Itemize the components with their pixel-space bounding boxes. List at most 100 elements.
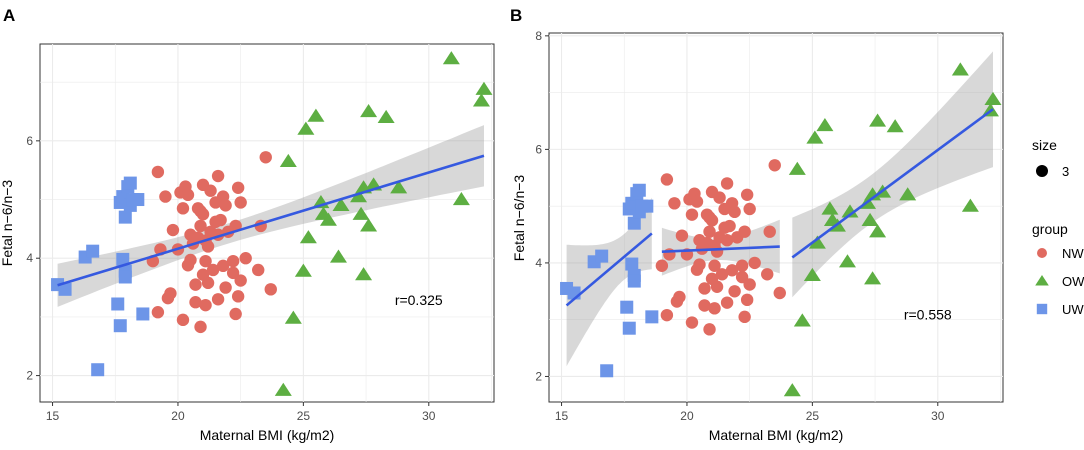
point-ow	[299, 230, 317, 244]
point-ow	[951, 62, 969, 76]
ci-band-ow	[792, 51, 993, 298]
point-ow	[442, 51, 460, 65]
fit-line-all	[57, 154, 485, 287]
point-ow	[377, 109, 395, 123]
point-nw	[201, 240, 215, 253]
point-ow	[961, 198, 979, 212]
point-ow	[352, 206, 370, 220]
point-ow	[472, 93, 490, 107]
point-nw	[685, 208, 699, 221]
point-nw	[703, 225, 716, 238]
legend-size-key	[1036, 165, 1048, 177]
point-nw	[675, 229, 689, 242]
point-ow	[279, 153, 297, 168]
point-uw	[627, 274, 641, 288]
point-uw	[620, 300, 634, 314]
point-uw	[632, 183, 646, 197]
point-nw	[720, 234, 734, 247]
point-nw	[735, 259, 749, 272]
legend-group-title: group	[1032, 221, 1068, 237]
legend-size-title: size	[1032, 137, 1057, 153]
point-nw	[761, 268, 774, 281]
point-nw	[206, 263, 220, 277]
point-nw	[231, 290, 245, 303]
point-nw	[738, 225, 751, 238]
point-ow	[869, 224, 887, 238]
point-nw	[196, 178, 210, 192]
point-nw	[219, 199, 232, 212]
point-nw	[698, 282, 711, 295]
point-nw	[252, 263, 265, 277]
point-ow	[864, 271, 882, 285]
point-ow	[274, 382, 292, 396]
points-b	[560, 62, 1002, 397]
point-nw	[748, 256, 761, 270]
point-uw	[622, 321, 636, 335]
y-tick-label: 6	[26, 134, 33, 148]
point-ow	[294, 263, 312, 277]
panel-b: B r=0.558 15 20 25 30 2 4 6 8 Maternal BMI (kg…	[510, 6, 1004, 443]
legend-label-uw: UW	[1062, 302, 1084, 317]
y-axis-label-b: Fetal n−6/n−3	[511, 175, 527, 262]
legend-label-nw: NW	[1062, 246, 1084, 261]
y-ticks-b: 2 4 6 8	[535, 29, 549, 383]
point-nw	[763, 225, 776, 238]
y-tick-label: 2	[26, 369, 33, 383]
point-nw	[655, 259, 669, 272]
point-ow	[861, 212, 879, 226]
point-nw	[723, 219, 736, 233]
point-nw	[728, 285, 741, 298]
ci-band-all	[57, 125, 484, 307]
point-nw	[773, 286, 786, 300]
y-ticks-a: 2 4 6	[26, 134, 40, 383]
point-nw	[194, 219, 207, 233]
point-uw	[600, 364, 614, 378]
point-nw	[720, 177, 734, 190]
point-nw	[239, 252, 252, 265]
point-nw	[698, 299, 711, 312]
point-ow	[475, 81, 493, 95]
point-ow	[350, 189, 368, 203]
point-uw	[640, 199, 654, 213]
ci-band-uw	[566, 197, 652, 367]
legend: size 3 group NW OW UW	[1032, 137, 1084, 317]
point-ow	[360, 103, 378, 118]
point-ow	[307, 108, 325, 122]
x-tick-label: 15	[46, 409, 60, 423]
point-uw	[625, 257, 639, 271]
point-nw	[710, 245, 724, 258]
x-tick-label: 20	[171, 409, 185, 423]
x-tick-label: 25	[806, 409, 820, 423]
point-ow	[806, 130, 824, 144]
point-nw	[194, 320, 207, 334]
point-ow	[329, 249, 347, 263]
point-nw	[216, 259, 230, 273]
point-ow	[869, 113, 887, 127]
point-nw	[715, 268, 729, 281]
point-nw	[708, 302, 721, 315]
annotation-r-a: r=0.325	[395, 292, 443, 308]
point-uw	[58, 282, 72, 296]
fit-line-uw	[565, 232, 653, 307]
point-uw	[86, 244, 100, 258]
y-tick-label: 8	[535, 29, 542, 43]
panel-label-b: B	[510, 6, 522, 25]
legend-group-keys	[1035, 248, 1049, 315]
point-nw	[259, 151, 272, 164]
fit-line-ow	[791, 108, 994, 259]
x-tick-label: 30	[422, 409, 436, 423]
point-ow	[841, 204, 859, 218]
grid-a	[40, 44, 494, 402]
point-nw	[743, 278, 756, 291]
x-tick-label: 20	[680, 409, 694, 423]
x-tick-label: 15	[555, 409, 569, 423]
x-ticks-b: 15 20 25 30	[555, 402, 945, 423]
point-ow	[284, 310, 302, 324]
point-nw	[264, 283, 277, 296]
point-ow	[899, 187, 917, 201]
point-nw	[728, 205, 741, 219]
legend-key-ow	[1035, 275, 1049, 286]
point-ow	[803, 267, 821, 282]
point-nw	[231, 181, 245, 194]
point-ow	[452, 192, 470, 206]
